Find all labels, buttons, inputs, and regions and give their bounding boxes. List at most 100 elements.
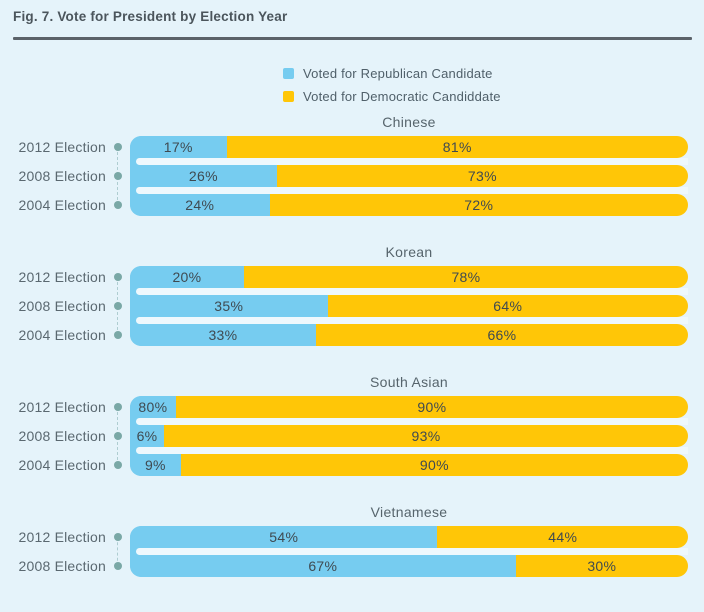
title-divider xyxy=(13,37,692,40)
republican-segment: 17% xyxy=(130,136,227,158)
republican-segment: 80% xyxy=(130,396,176,418)
bar-row: 2012 Election 20% 78% xyxy=(0,266,688,288)
democratic-segment: 90% xyxy=(175,396,688,418)
row-dot-marker-icon xyxy=(114,143,122,151)
row-dot-marker-icon xyxy=(114,461,122,469)
row-dot-marker-icon xyxy=(114,403,122,411)
republican-value: 17% xyxy=(163,139,193,155)
democratic-value: 64% xyxy=(493,298,523,314)
year-label: 2008 Election xyxy=(18,558,106,574)
stacked-bar: 35% 64% xyxy=(130,295,688,317)
bar-row: 2008 Election 67% 30% xyxy=(0,555,688,577)
dot-column xyxy=(106,201,130,209)
bar-group: Korean 2012 Election 20% 78% 2008 Electi… xyxy=(0,244,688,346)
row-dot-marker-icon xyxy=(114,432,122,440)
democratic-segment: 64% xyxy=(327,295,688,317)
dot-column xyxy=(106,461,130,469)
bar-row: 2004 Election 9% 90% xyxy=(0,454,688,476)
row-dot-marker-icon xyxy=(114,533,122,541)
group-title: Korean xyxy=(385,244,433,260)
row-separator xyxy=(136,288,688,295)
democratic-value: 44% xyxy=(548,529,578,545)
group-rows: 2012 Election 80% 90% 2008 Election 6% 9… xyxy=(0,396,688,476)
republican-value: 26% xyxy=(188,168,218,184)
republican-segment: 35% xyxy=(130,295,328,317)
year-label: 2012 Election xyxy=(18,399,106,415)
row-separator xyxy=(136,317,688,324)
bar-row: 2008 Election 26% 73% xyxy=(0,165,688,187)
democratic-segment: 78% xyxy=(243,266,688,288)
democratic-segment: 30% xyxy=(515,555,688,577)
legend-label: Voted for Democratic Candiddate xyxy=(303,89,501,104)
dot-column xyxy=(106,562,130,570)
bar-group: Vietnamese 2012 Election 54% 44% 2008 El… xyxy=(0,504,688,577)
democratic-segment: 44% xyxy=(437,526,688,548)
year-label: 2004 Election xyxy=(18,457,106,473)
legend-item-democratic: Voted for Democratic Candiddate xyxy=(283,89,501,104)
row-dot-marker-icon xyxy=(114,201,122,209)
republican-value: 80% xyxy=(138,399,168,415)
dot-column xyxy=(106,533,130,541)
row-separator xyxy=(136,187,688,194)
row-dot-marker-icon xyxy=(114,273,122,281)
legend-label: Voted for Republican Candidate xyxy=(303,66,493,81)
stacked-bar: 17% 81% xyxy=(130,136,688,158)
bar-group: Chinese 2012 Election 17% 81% 2008 Elect… xyxy=(0,114,688,216)
legend-item-republican: Voted for Republican Candidate xyxy=(283,66,501,81)
republican-segment: 26% xyxy=(130,165,277,187)
democratic-value: 72% xyxy=(464,197,494,213)
democratic-value: 73% xyxy=(467,168,497,184)
democratic-value: 90% xyxy=(417,399,447,415)
row-separator xyxy=(136,548,688,555)
chart-body: Chinese 2012 Election 17% 81% 2008 Elect… xyxy=(0,114,688,605)
democratic-swatch-icon xyxy=(283,91,294,102)
republican-segment: 9% xyxy=(130,454,181,476)
republican-swatch-icon xyxy=(283,68,294,79)
republican-value: 9% xyxy=(144,457,166,473)
stacked-bar: 80% 90% xyxy=(130,396,688,418)
year-label: 2008 Election xyxy=(18,428,106,444)
democratic-segment: 90% xyxy=(180,454,688,476)
republican-value: 35% xyxy=(214,298,244,314)
stacked-bar: 54% 44% xyxy=(130,526,688,548)
republican-value: 33% xyxy=(208,327,238,343)
dot-column xyxy=(106,432,130,440)
year-label: 2004 Election xyxy=(18,197,106,213)
stacked-bar: 26% 73% xyxy=(130,165,688,187)
democratic-value: 30% xyxy=(587,558,617,574)
group-title: Chinese xyxy=(382,114,436,130)
row-dot-marker-icon xyxy=(114,172,122,180)
dot-column xyxy=(106,143,130,151)
dot-column xyxy=(106,403,130,411)
group-rows: 2012 Election 20% 78% 2008 Election 35% … xyxy=(0,266,688,346)
democratic-value: 81% xyxy=(442,139,472,155)
stacked-bar: 33% 66% xyxy=(130,324,688,346)
row-separator xyxy=(136,418,688,425)
row-dot-marker-icon xyxy=(114,331,122,339)
bar-row: 2004 Election 33% 66% xyxy=(0,324,688,346)
democratic-value: 90% xyxy=(419,457,449,473)
dot-column xyxy=(106,172,130,180)
group-title: South Asian xyxy=(369,374,449,390)
bar-row: 2008 Election 35% 64% xyxy=(0,295,688,317)
bar-row: 2012 Election 80% 90% xyxy=(0,396,688,418)
figure-title: Fig. 7. Vote for President by Election Y… xyxy=(13,9,288,24)
stacked-bar: 20% 78% xyxy=(130,266,688,288)
row-dot-marker-icon xyxy=(114,302,122,310)
republican-value: 67% xyxy=(308,558,338,574)
year-label: 2008 Election xyxy=(18,168,106,184)
row-separator xyxy=(136,447,688,454)
democratic-segment: 72% xyxy=(269,194,688,216)
year-label: 2012 Election xyxy=(18,529,106,545)
republican-value: 54% xyxy=(269,529,299,545)
republican-value: 6% xyxy=(136,428,158,444)
year-label: 2012 Election xyxy=(18,139,106,155)
dot-column xyxy=(106,273,130,281)
stacked-bar: 6% 93% xyxy=(130,425,688,447)
republican-segment: 20% xyxy=(130,266,244,288)
democratic-segment: 66% xyxy=(315,324,688,346)
dot-column xyxy=(106,331,130,339)
stacked-bar: 67% 30% xyxy=(130,555,688,577)
democratic-segment: 81% xyxy=(226,136,688,158)
democratic-value: 93% xyxy=(411,428,441,444)
